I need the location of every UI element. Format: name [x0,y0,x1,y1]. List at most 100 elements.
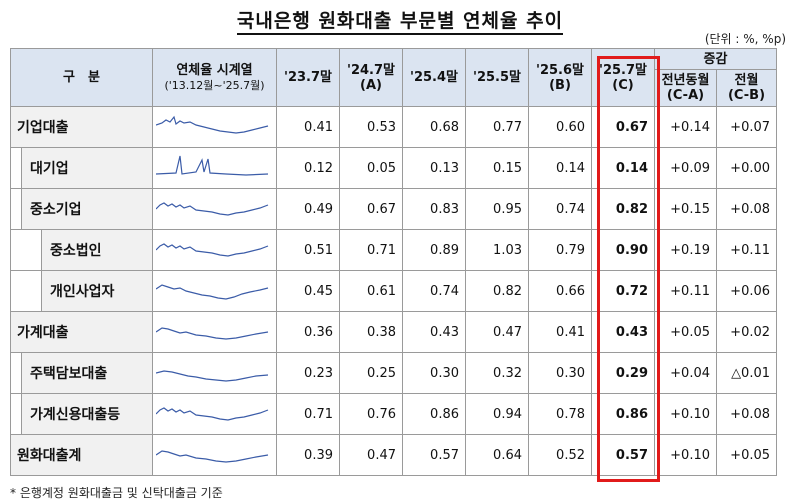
row-label: 개인사업자 [10,270,153,312]
sparkline-path [155,243,269,257]
sparkline-path [155,202,269,216]
value-cell: 0.57 [591,434,655,476]
header-yoy: 전년동월 (C-A) [654,69,717,107]
table-row: 중소법인 0.51 0.71 0.89 1.03 0.79 0.90 +0.19 +0.11 [10,229,778,271]
mom-cell: +0.11 [715,229,778,271]
sparkline-chart [155,370,269,382]
value-cell: 1.03 [465,229,529,271]
value-cell: 0.47 [339,434,403,476]
sparkline-cell [152,270,277,312]
value-cell: 0.39 [276,434,340,476]
row-label: 중소법인 [10,229,153,271]
yoy-cell: +0.05 [654,311,717,353]
value-cell: 0.79 [528,229,592,271]
value-cell: 0.60 [528,106,592,148]
value-cell: 0.05 [339,147,403,189]
header-c6: '25.7말 (C) [591,48,655,107]
sparkline-cell [152,352,277,394]
sparkline-chart [155,202,269,216]
header-mom: 전월 (C-B) [715,69,778,107]
value-cell: 0.14 [591,147,655,189]
mom-cell: +0.06 [715,270,778,312]
yoy-cell: +0.19 [654,229,717,271]
value-cell: 0.47 [465,311,529,353]
value-cell: 0.67 [591,106,655,148]
yoy-cell: +0.10 [654,393,717,435]
sparkline-chart [155,115,269,134]
sparkline-path [155,407,269,421]
unit-note: (단위 : %, %p) [704,32,786,46]
sparkline-chart [155,407,269,421]
value-cell: 0.43 [591,311,655,353]
value-cell: 0.41 [528,311,592,353]
row-label: 기업대출 [10,106,153,148]
yoy-cell: +0.10 [654,434,717,476]
value-cell: 0.83 [402,188,466,230]
sparkline-chart [155,155,269,176]
header-change: 증감 [653,48,778,70]
value-cell: 0.36 [276,311,340,353]
row-label: 가계대출 [10,311,153,353]
table-row: 가계대출 0.36 0.38 0.43 0.47 0.41 0.43 +0.05 +0.02 [10,311,778,353]
value-cell: 0.43 [402,311,466,353]
value-cell: 0.41 [276,106,340,148]
header-c4: '25.5말 [465,48,529,107]
value-cell: 0.82 [465,270,529,312]
value-cell: 0.78 [528,393,592,435]
value-cell: 0.86 [591,393,655,435]
value-cell: 0.64 [465,434,529,476]
sparkline-path [155,370,269,382]
row-label: 가계신용대출등 [10,393,153,435]
yoy-cell: +0.09 [654,147,717,189]
table-row: 주택담보대출 0.23 0.25 0.30 0.32 0.30 0.29 +0.04 △0.01 [10,352,778,394]
value-cell: 0.86 [402,393,466,435]
mom-cell: +0.05 [715,434,778,476]
value-cell: 0.71 [276,393,340,435]
value-cell: 0.38 [339,311,403,353]
value-cell: 0.82 [591,188,655,230]
table-row: 대기업 0.12 0.05 0.13 0.15 0.14 0.14 +0.09 +0.00 [10,147,778,189]
value-cell: 0.95 [465,188,529,230]
value-cell: 0.74 [402,270,466,312]
header-sparkline: 연체율 시계열 ('13.12월~'25.7월) [152,48,277,107]
table-row: 중소기업 0.49 0.67 0.83 0.95 0.74 0.82 +0.15 +0.08 [10,188,778,230]
value-cell: 0.49 [276,188,340,230]
value-cell: 0.89 [402,229,466,271]
value-cell: 0.14 [528,147,592,189]
yoy-cell: +0.14 [654,106,717,148]
yoy-cell: +0.04 [654,352,717,394]
value-cell: 0.66 [528,270,592,312]
table-row: 가계신용대출등 0.71 0.76 0.86 0.94 0.78 0.86 +0.10 +0.0… [10,393,778,435]
header-c3: '25.4말 [402,48,466,107]
sparkline-cell [152,106,277,148]
sparkline-cell [152,434,277,476]
footnote: * 은행계정 원화대출금 및 신탁대출금 기준 [10,486,223,500]
table-row: 원화대출계 0.39 0.47 0.57 0.64 0.52 0.57 +0.10 +0.05 [10,434,778,476]
sparkline-cell [152,188,277,230]
value-cell: 0.30 [402,352,466,394]
value-cell: 0.52 [528,434,592,476]
value-cell: 0.45 [276,270,340,312]
header-category: 구 분 [10,48,153,107]
sparkline-cell [152,229,277,271]
value-cell: 0.25 [339,352,403,394]
value-cell: 0.53 [339,106,403,148]
row-label: 주택담보대출 [10,352,153,394]
value-cell: 0.71 [339,229,403,271]
value-cell: 0.90 [591,229,655,271]
sparkline-path [155,155,269,176]
value-cell: 0.13 [402,147,466,189]
header-c1: '23.7말 [276,48,340,107]
value-cell: 0.76 [339,393,403,435]
mom-cell: +0.07 [715,106,778,148]
value-cell: 0.30 [528,352,592,394]
yoy-cell: +0.11 [654,270,717,312]
value-cell: 0.61 [339,270,403,312]
sparkline-path [155,327,269,340]
value-cell: 0.57 [402,434,466,476]
sparkline-path [155,284,269,300]
yoy-cell: +0.15 [654,188,717,230]
value-cell: 0.23 [276,352,340,394]
value-cell: 0.29 [591,352,655,394]
table-title: 국내은행 원화대출 부문별 연체율 추이 [0,6,800,35]
